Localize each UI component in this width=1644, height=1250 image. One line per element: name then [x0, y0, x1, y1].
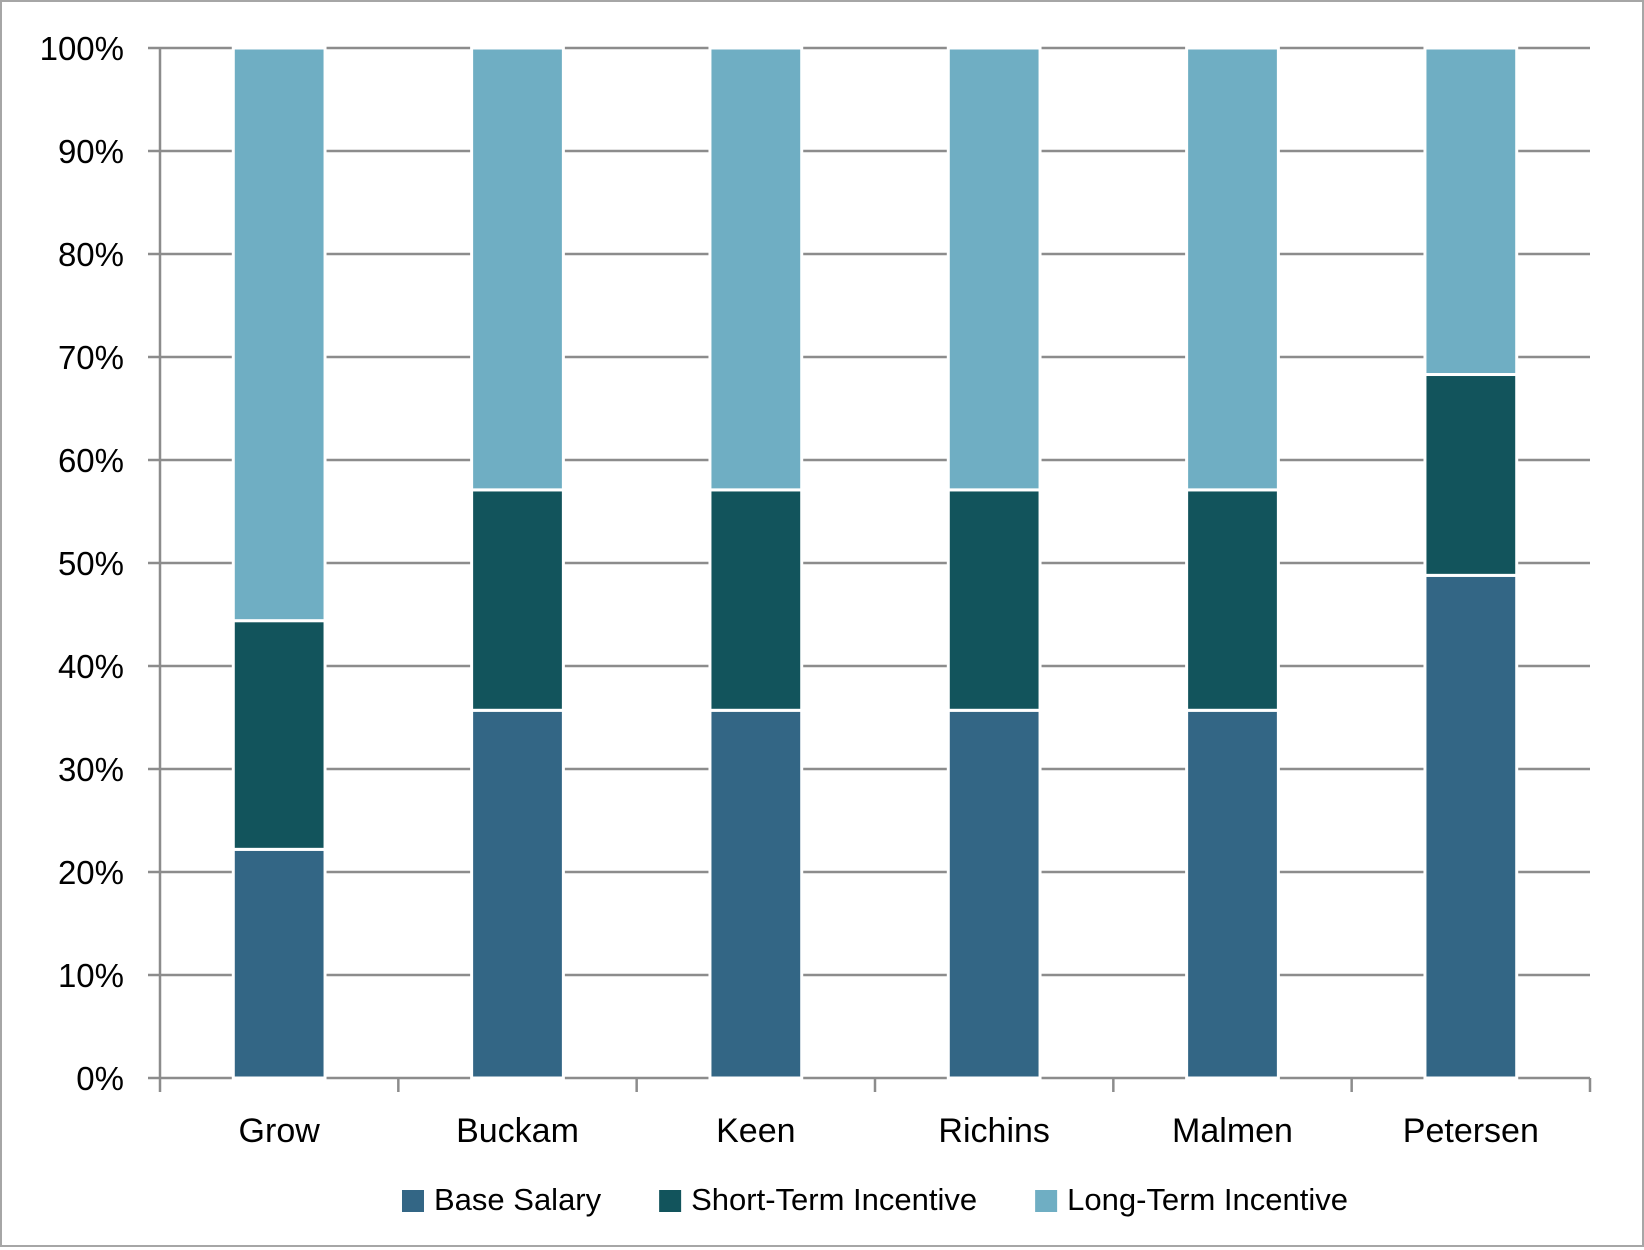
y-tick-label: 50%	[58, 545, 124, 582]
legend-label: Base Salary	[434, 1182, 602, 1217]
bar-segment	[1185, 46, 1280, 492]
y-tick-labels: 0% 10% 20% 30% 40% 50% 60% 70% 80% 90% 100%	[40, 30, 124, 1097]
bar-segment	[231, 619, 327, 851]
legend-swatch	[401, 1190, 424, 1212]
y-tick-label: 20%	[58, 854, 124, 891]
bar-segment	[1423, 46, 1519, 377]
legend-label: Short-Term Incentive	[691, 1182, 977, 1217]
legend-label: Long-Term Incentive	[1067, 1182, 1348, 1217]
bar-segment	[946, 708, 1042, 1080]
x-category-label: Petersen	[1403, 1112, 1539, 1150]
y-tick-label: 0%	[76, 1060, 124, 1097]
y-tick-label: 80%	[58, 236, 124, 273]
x-category-label: Grow	[239, 1112, 321, 1150]
bar-segment	[708, 488, 804, 712]
y-tick-label: 70%	[58, 339, 124, 376]
bar-segment	[1423, 373, 1519, 577]
legend-item: Base Salary	[401, 1182, 602, 1217]
bar-segment	[470, 46, 565, 492]
y-tick-label: 40%	[58, 648, 124, 685]
x-category-labels: Grow Buckam Keen Richins Malmen Petersen	[239, 1112, 1539, 1150]
bar-segment	[946, 488, 1042, 712]
y-tick-label: 100%	[40, 30, 124, 67]
legend-swatch	[659, 1190, 682, 1212]
legend: Base Salary Short-Term Incentive Long-Term…	[401, 1182, 1348, 1217]
bar-segment	[470, 488, 565, 712]
legend-item: Short-Term Incentive	[659, 1182, 977, 1217]
legend-swatch	[1035, 1190, 1058, 1212]
x-category-label: Buckam	[456, 1112, 579, 1150]
bar-segment	[708, 46, 804, 492]
axes	[148, 46, 1592, 1092]
x-category-label: Richins	[938, 1112, 1049, 1150]
bar-segment	[708, 708, 804, 1080]
bar-segment	[1185, 708, 1280, 1080]
x-category-label: Keen	[716, 1112, 795, 1150]
y-tick-label: 90%	[58, 133, 124, 170]
bar-segment	[231, 847, 327, 1080]
y-tick-label: 30%	[58, 751, 124, 788]
bar-segment	[1185, 488, 1280, 712]
legend-item: Long-Term Incentive	[1035, 1182, 1348, 1217]
bar-segment	[470, 708, 565, 1080]
bars	[231, 46, 1519, 1080]
bar-segment	[1423, 573, 1519, 1080]
x-category-label: Malmen	[1172, 1112, 1293, 1150]
y-tick-label: 10%	[58, 957, 124, 994]
bar-segment	[946, 46, 1042, 492]
bar-segment	[231, 46, 327, 623]
y-tick-label: 60%	[58, 442, 124, 479]
gridlines	[160, 46, 1590, 977]
